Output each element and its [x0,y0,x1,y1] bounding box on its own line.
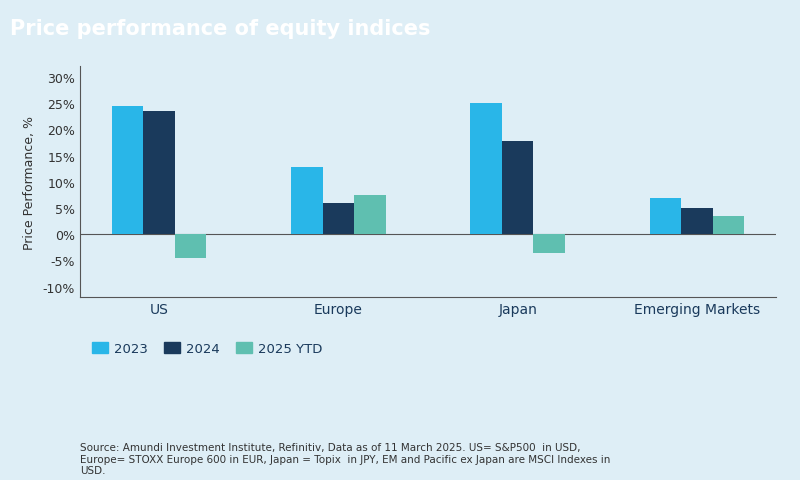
Text: Price performance of equity indices: Price performance of equity indices [10,19,431,39]
Bar [650,198,682,235]
Bar [143,112,174,235]
Legend: 2023, 2024, 2025 YTD: 2023, 2024, 2025 YTD [86,337,328,360]
Bar [682,209,713,235]
Bar [322,204,354,235]
Bar [111,107,143,235]
Bar [534,235,565,253]
Bar [713,216,745,235]
Bar [174,235,206,258]
Bar [291,168,322,235]
Bar [354,195,386,235]
Bar [470,104,502,235]
Y-axis label: Price Performance, %: Price Performance, % [23,116,36,249]
Text: Source: Amundi Investment Institute, Refinitiv, Data as of 11 March 2025. US= S&: Source: Amundi Investment Institute, Ref… [80,442,610,475]
Bar [502,142,534,235]
